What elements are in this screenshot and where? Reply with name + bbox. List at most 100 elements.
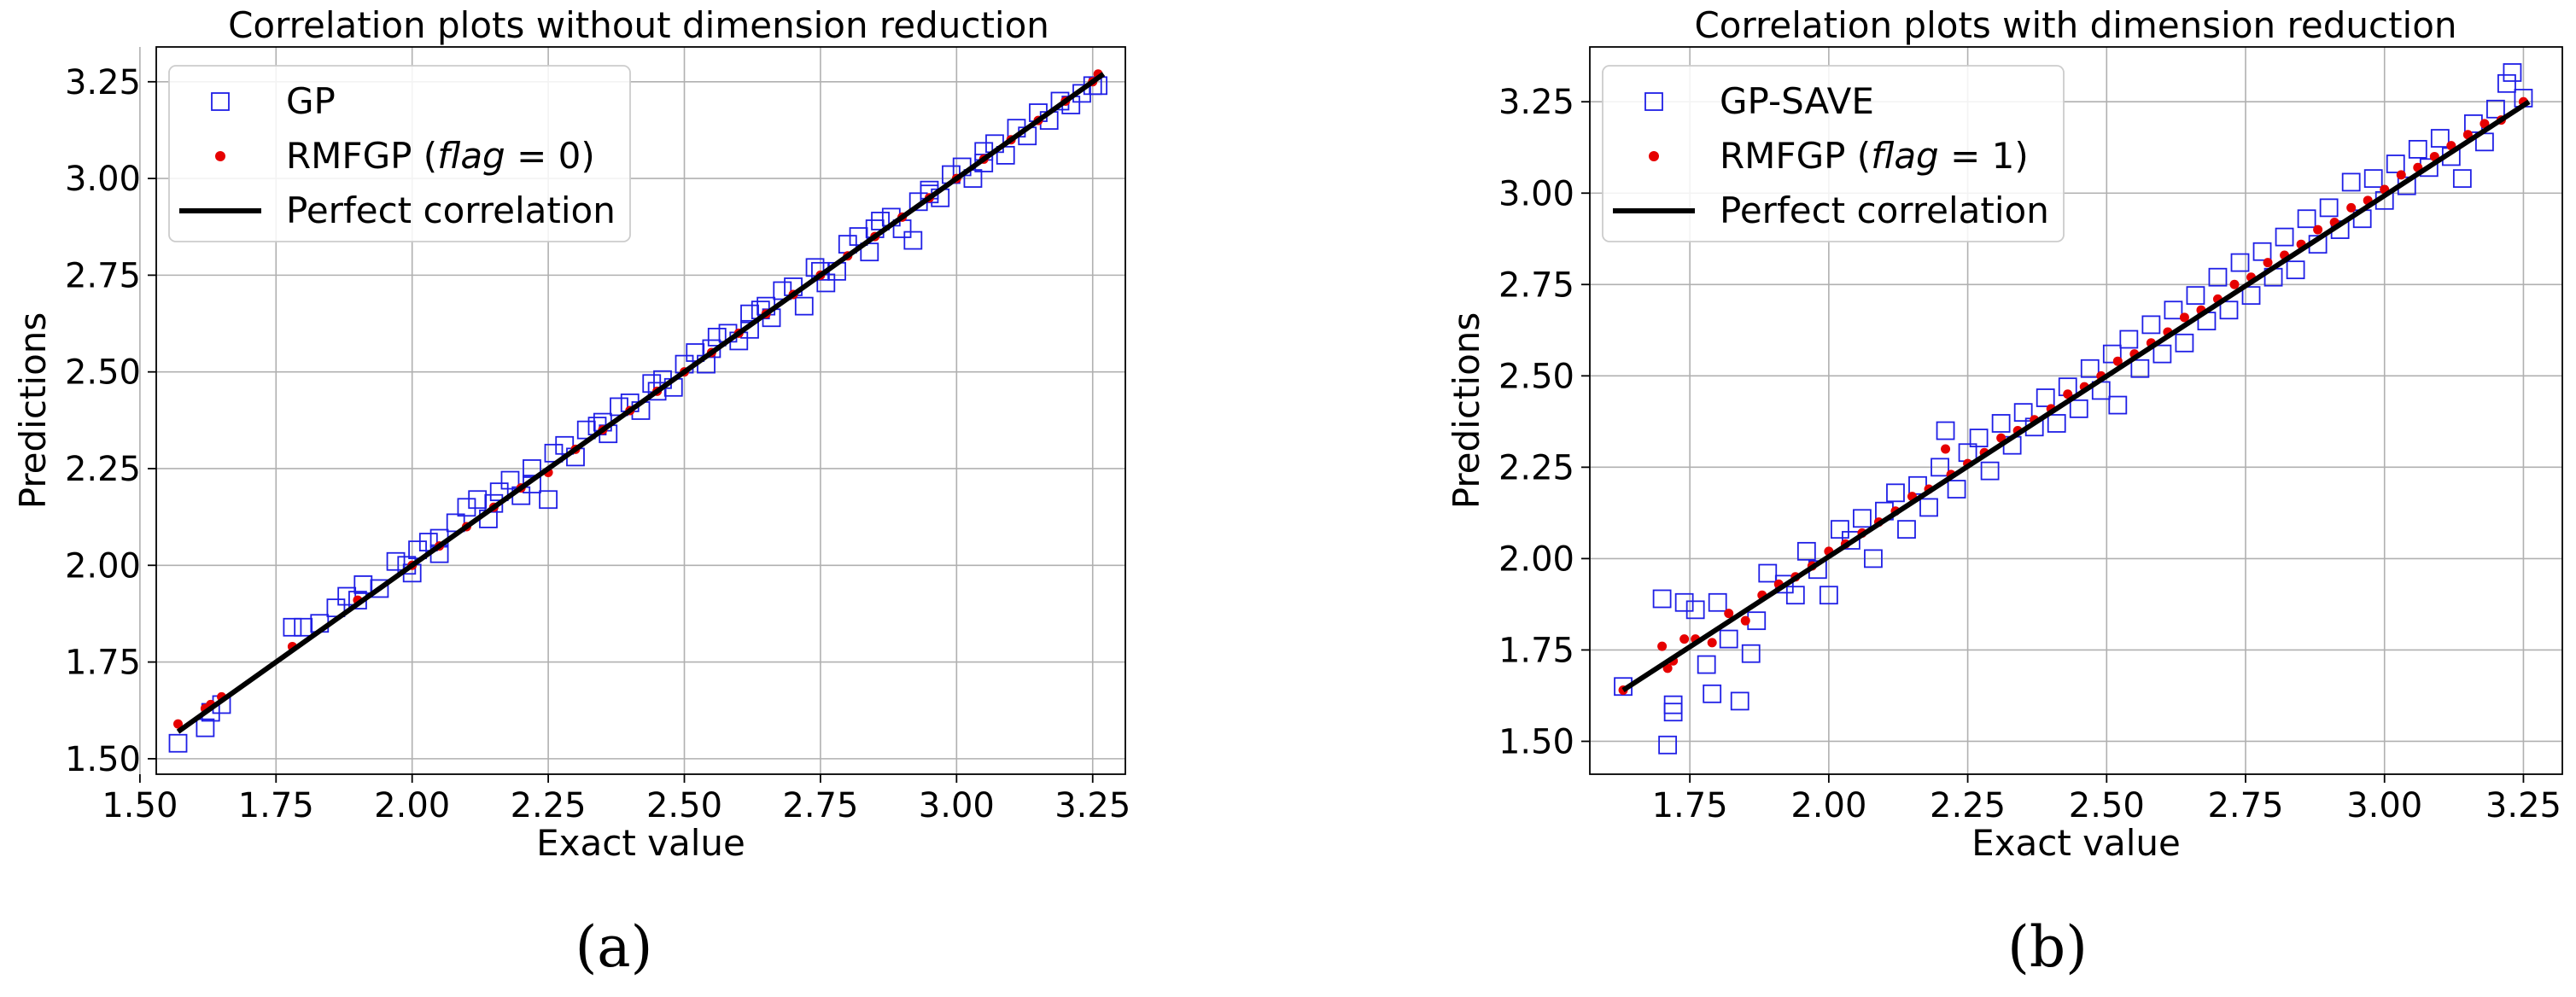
gp-data-point [2408, 139, 2427, 159]
legend-square-marker [211, 92, 230, 111]
gp-data-point [2452, 169, 2472, 189]
y-tick-label: 2.50 [1498, 357, 1574, 396]
legend-entry-label: GP [286, 80, 336, 122]
gp-data-point [1785, 586, 1805, 605]
gp-data-point [353, 575, 373, 594]
gp-data-point [1969, 429, 1989, 448]
gp-data-point [2102, 344, 2122, 364]
legend-entry-label: Perfect correlation [1720, 189, 2049, 231]
gp-data-point [2341, 172, 2361, 192]
gp-data-point [2080, 359, 2100, 378]
x-tick-label: 2.00 [1790, 786, 1866, 825]
y-tick-label: 3.00 [1498, 174, 1574, 213]
gp-data-point [1747, 611, 1767, 631]
x-tick-label: 3.25 [1054, 786, 1130, 825]
y-tick-label: 2.25 [65, 450, 141, 489]
gp-data-point [337, 586, 357, 606]
plot-area-frame [155, 46, 1126, 775]
gp-data-point [1685, 600, 1705, 620]
gp-data-point [2485, 99, 2505, 119]
legend-label-italic: flag [1871, 135, 1939, 177]
gp-data-point [2047, 414, 2066, 433]
gp-data-point [1853, 509, 1872, 528]
gp-data-point [1796, 541, 1816, 561]
x-axis-label: Exact value [1971, 822, 2181, 864]
legend-entry-label: RMFGP (flag = 1) [1720, 135, 2029, 177]
y-tick-label: 3.00 [65, 160, 141, 199]
gp-data-point [1708, 592, 1727, 612]
gp-data-point [1931, 458, 1949, 477]
perfect-correlation-line [176, 72, 1106, 734]
gp-data-point [1719, 629, 1738, 649]
perfect-correlation-line [1621, 99, 2531, 693]
gp-data-point [2108, 395, 2128, 415]
x-tick-label: 2.25 [511, 786, 587, 825]
gp-data-point [2013, 403, 2033, 423]
legend-box [1602, 65, 2065, 242]
gp-data-point [1864, 549, 1883, 568]
rmfgp-data-point [2480, 119, 2490, 129]
legend-label-main: RMFGP ( [1720, 135, 1871, 177]
gp-data-point [2186, 286, 2205, 306]
x-tick-label: 3.00 [919, 786, 995, 825]
rmfgp-data-point [2112, 356, 2123, 366]
gp-data-point [903, 230, 923, 250]
gp-data-point [1980, 461, 2000, 481]
gp-data-point [794, 296, 814, 316]
rmfgp-data-point [2263, 258, 2273, 268]
x-tick-label: 2.25 [1930, 786, 2006, 825]
gp-data-point [294, 617, 313, 637]
rmfgp-data-point [2396, 170, 2406, 180]
rmfgp-data-point [1941, 444, 1951, 454]
y-axis-label: Predictions [1446, 312, 1487, 510]
gp-data-point [2219, 300, 2239, 320]
x-axis-label: Exact value [536, 822, 745, 864]
gp-data-point [2208, 267, 2228, 287]
gp-data-point [1730, 691, 1749, 711]
rmfgp-data-point [1679, 634, 1690, 644]
y-tick-label: 2.25 [1498, 448, 1574, 487]
y-tick-label: 1.50 [1498, 722, 1574, 761]
y-tick-label: 1.75 [1498, 631, 1574, 670]
rmfgp-data-point [2346, 202, 2357, 213]
legend-entry-label: RMFGP (flag = 0) [286, 135, 595, 177]
legend-label-main: GP-SAVE [1720, 80, 1874, 122]
legend-entry-label: Perfect correlation [286, 189, 616, 231]
gp-data-point [2130, 359, 2150, 378]
y-tick-label: 2.00 [65, 546, 141, 586]
y-tick-label: 3.25 [65, 63, 141, 102]
gp-data-point [283, 617, 302, 637]
y-tick-label: 2.75 [65, 256, 141, 295]
x-tick-label: 1.50 [102, 786, 178, 825]
gp-data-point [1819, 586, 1838, 605]
x-tick-label: 2.50 [646, 786, 722, 825]
legend-label-main: Perfect correlation [286, 189, 616, 231]
gp-data-point [2141, 315, 2161, 335]
gp-data-point [196, 718, 215, 738]
plot-area-frame [1589, 46, 2563, 775]
gp-data-point [2297, 209, 2316, 229]
legend-label-main: RMFGP ( [286, 135, 437, 177]
chart-panel-b: 1.75 2.00 2.25 2.50 2.75 3.00 3.25 1.50 1.75 2.00… [1446, 4, 2563, 980]
x-tick-label: 1.75 [238, 786, 314, 825]
gp-data-point [2463, 114, 2483, 133]
gp-data-point [468, 490, 488, 510]
gp-data-point [1897, 520, 1916, 539]
gp-data-point [1697, 655, 1716, 674]
gp-data-point [1947, 480, 1966, 499]
gp-data-point [457, 498, 476, 517]
x-tick-label: 1.75 [1652, 786, 1728, 825]
gp-data-point [1919, 498, 1938, 517]
gp-data-point [1703, 684, 1722, 703]
chart-panel-a: 1.50 1.75 2.00 2.25 2.50 2.75 3.00 3.25 1.50 1.75… [12, 4, 1130, 980]
gp-data-point [1663, 695, 1683, 714]
gp-data-point [370, 579, 389, 598]
legend-label-tail: = 1) [1939, 135, 2029, 177]
x-tick-label: 2.00 [374, 786, 450, 825]
gp-data-point [1652, 589, 1672, 609]
rmfgp-data-point [1662, 663, 1673, 673]
gp-data-point [2241, 286, 2261, 306]
gp-data-point [1758, 563, 1778, 583]
legend-box [168, 65, 631, 242]
gp-data-point [2363, 169, 2383, 189]
